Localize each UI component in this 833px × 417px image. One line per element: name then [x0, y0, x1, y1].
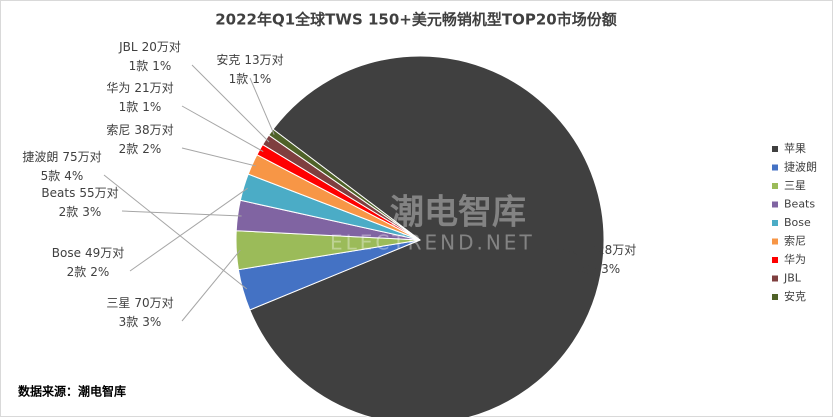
leader-line — [121, 210, 242, 217]
label-value: 49万对 — [85, 246, 124, 260]
label-models: 1款 — [129, 59, 149, 73]
data-label: 2款 2% — [119, 142, 162, 156]
label-category: 索尼 — [106, 123, 130, 137]
label-value: 20万对 — [142, 40, 181, 54]
data-label: 1款 1% — [229, 72, 272, 86]
legend-swatch — [772, 201, 778, 208]
legend-label: JBL — [783, 272, 802, 285]
label-value: 21万对 — [134, 81, 173, 95]
data-label: 3款 83% — [570, 262, 620, 276]
label-category: Bose — [52, 246, 81, 260]
label-value: 55万对 — [79, 186, 118, 200]
data-label: 5款 4% — [41, 169, 84, 183]
label-models: 2款 — [67, 265, 87, 279]
label-share: 1% — [152, 59, 171, 73]
leader-line — [181, 105, 264, 152]
legend-label: Beats — [784, 198, 815, 211]
pie-slice — [249, 55, 605, 417]
legend-swatch — [772, 146, 778, 152]
data-label: 3款 3% — [119, 315, 162, 329]
label-share: 2% — [90, 265, 109, 279]
data-label: JBL 20万对 — [118, 40, 181, 54]
label-category: 安克 — [216, 52, 240, 67]
data-label: 1款 1% — [129, 59, 172, 73]
leader-line — [103, 174, 248, 290]
data-label: 2款 2% — [67, 265, 110, 279]
data-label: 三星 70万对 — [106, 296, 173, 310]
label-value: 75万对 — [62, 150, 101, 164]
watermark: 潮电智库 ELECTREND.NET — [330, 193, 535, 255]
legend-label: 索尼 — [784, 234, 806, 248]
data-label: 索尼 38万对 — [106, 123, 173, 137]
label-category: JBL — [118, 40, 138, 54]
legend-label: 苹果 — [784, 141, 806, 155]
legend-label: 捷波朗 — [784, 160, 817, 174]
label-models: 3款 — [119, 315, 139, 329]
label-share: 2% — [142, 142, 161, 156]
legend-label: 安克 — [784, 289, 806, 303]
legend-label: 华为 — [784, 252, 806, 266]
label-models: 3款 — [570, 262, 590, 276]
legend-swatch — [772, 257, 778, 263]
label-share: 1% — [142, 100, 161, 114]
data-label: 2款 3% — [59, 205, 102, 219]
leader-line — [181, 249, 241, 322]
label-category: Beats — [41, 186, 75, 200]
legend-swatch — [772, 164, 778, 171]
label-category: 三星 — [106, 296, 130, 310]
legend-label: Bose — [784, 216, 811, 229]
data-label: 华为 21万对 — [106, 81, 173, 95]
watermark-text: ELECTREND.NET — [330, 231, 535, 255]
label-models: 5款 — [41, 169, 61, 183]
data-label: 1款 1% — [119, 100, 162, 114]
legend-swatch — [772, 294, 778, 300]
pie — [103, 55, 605, 417]
leader-line — [129, 187, 248, 272]
label-models: 2款 — [59, 205, 79, 219]
leader-line — [249, 77, 275, 135]
label-category: 捷波朗 — [22, 150, 58, 164]
label-value: 13万对 — [244, 53, 283, 67]
legend-swatch — [772, 220, 778, 226]
label-models: 1款 — [229, 72, 249, 86]
pie-slice — [268, 128, 421, 241]
label-models: 1款 — [119, 100, 139, 114]
data-label: 安克 13万对 — [216, 52, 283, 67]
data-label: Bose 49万对 — [52, 246, 125, 260]
label-value: 70万对 — [134, 296, 173, 310]
label-value: 38万对 — [134, 123, 173, 137]
label-share: 1% — [252, 72, 271, 86]
legend-label: 三星 — [784, 179, 806, 192]
label-category: 苹果 — [554, 243, 578, 257]
data-label: Beats 55万对 — [41, 186, 118, 200]
legend-swatch — [772, 275, 778, 282]
leader-line — [181, 147, 257, 167]
source: 数据来源：潮电智库 — [18, 384, 126, 399]
data-label: 捷波朗 75万对 — [22, 150, 101, 164]
label-share: 3% — [142, 315, 161, 329]
leader-line — [191, 64, 270, 143]
label-share: 4% — [64, 169, 83, 183]
label-category: 华为 — [106, 81, 130, 95]
watermark-text: 潮电智库 — [390, 193, 526, 233]
label-models: 2款 — [119, 142, 139, 156]
chart-title: 2022年Q1全球TWS 150+美元畅销机型TOP20市场份额 — [215, 11, 616, 29]
label-share: 3% — [82, 205, 101, 219]
legend-swatch — [772, 238, 778, 245]
legend-swatch — [772, 183, 778, 189]
label-value: 1728万对 — [582, 243, 637, 257]
label-share: 83% — [593, 262, 620, 276]
data-label: 苹果 1728万对 — [554, 243, 637, 257]
